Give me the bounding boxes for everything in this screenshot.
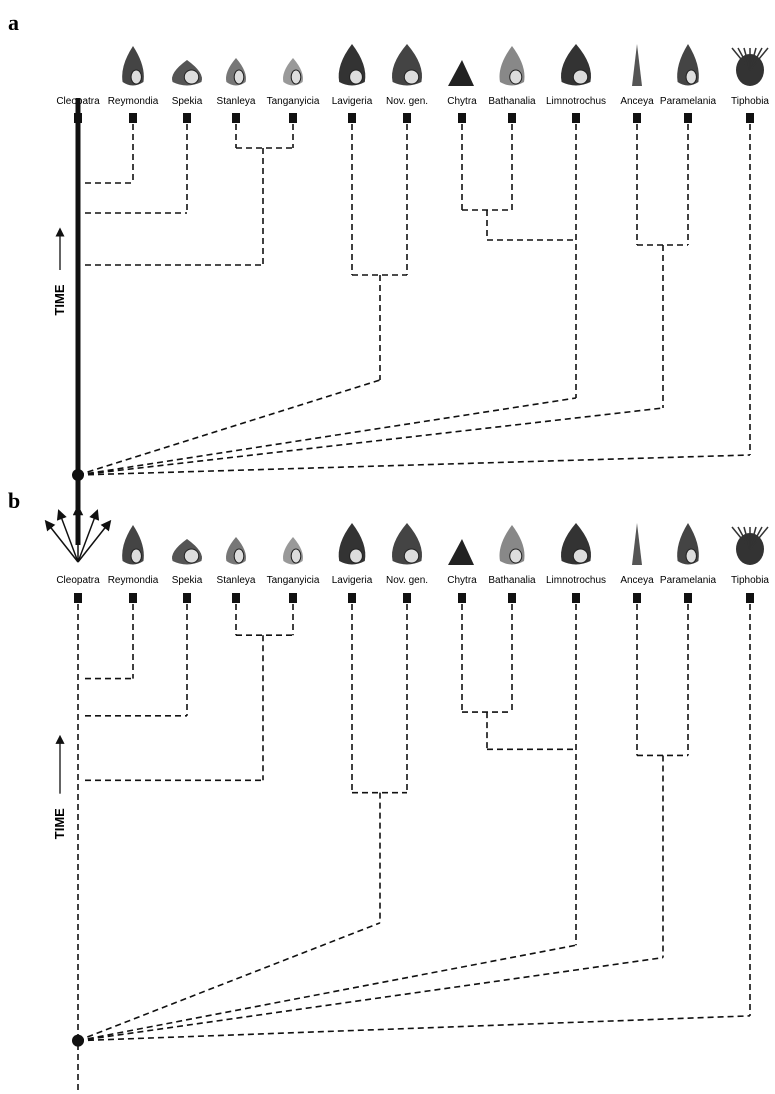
taxon-marker xyxy=(289,113,297,123)
taxon-name: Stanleya xyxy=(217,575,256,586)
shell-aperture xyxy=(350,549,363,563)
taxon-name: Bathanalia xyxy=(488,96,536,107)
taxon-marker xyxy=(403,593,411,603)
time-label: TIME xyxy=(52,808,67,839)
branch xyxy=(78,380,380,475)
taxon-name: Reymondia xyxy=(108,96,159,107)
taxon-marker xyxy=(684,593,692,603)
taxon-name: Anceya xyxy=(620,575,654,586)
taxon-marker xyxy=(232,593,240,603)
taxon-marker xyxy=(633,113,641,123)
shell-aperture xyxy=(184,549,198,563)
shell-aperture xyxy=(291,70,301,84)
taxon-name: Bathanalia xyxy=(488,575,536,586)
branch xyxy=(78,923,380,1041)
taxon-marker xyxy=(508,113,516,123)
taxon-name: Chytra xyxy=(447,575,477,586)
diversification-arrow xyxy=(78,514,96,562)
taxon-marker xyxy=(633,593,641,603)
panel-label: b xyxy=(8,488,20,513)
taxon-marker xyxy=(746,593,754,603)
shell-aperture xyxy=(234,70,244,84)
taxon-marker xyxy=(746,113,754,123)
branch xyxy=(78,1016,750,1041)
shell xyxy=(448,60,474,86)
shell-aperture xyxy=(510,549,522,563)
taxon-name: Tanganyicia xyxy=(267,575,320,586)
taxon-marker xyxy=(348,593,356,603)
branch xyxy=(78,455,750,475)
shell-aperture xyxy=(404,549,418,563)
taxon-name: Tanganyicia xyxy=(267,96,320,107)
taxon-name: Tiphobia xyxy=(731,96,769,107)
shell-aperture xyxy=(686,70,696,84)
taxon-marker xyxy=(289,593,297,603)
shell-aperture xyxy=(404,70,418,84)
shell-aperture xyxy=(234,549,244,563)
shell xyxy=(632,44,642,86)
taxon-name: Limnotrochus xyxy=(546,575,606,586)
taxon-name: Nov. gen. xyxy=(386,96,428,107)
panel-label: a xyxy=(8,10,19,35)
root-node xyxy=(72,469,84,481)
taxon-marker xyxy=(572,113,580,123)
diversification-arrow xyxy=(78,524,108,562)
taxon-marker xyxy=(458,113,466,123)
taxon-marker xyxy=(232,113,240,123)
taxon-name: Nov. gen. xyxy=(386,575,428,586)
taxon-name: Stanleya xyxy=(217,96,256,107)
taxon-marker xyxy=(572,593,580,603)
shell-aperture xyxy=(573,549,587,563)
taxon-marker xyxy=(129,113,137,123)
taxon-marker xyxy=(684,113,692,123)
taxon-name: Limnotrochus xyxy=(546,96,606,107)
shell-aperture xyxy=(291,549,301,563)
time-label: TIME xyxy=(52,284,67,315)
shell-aperture xyxy=(686,549,696,563)
taxon-name: Chytra xyxy=(447,96,477,107)
diversification-arrow xyxy=(48,524,78,562)
taxon-name: Spekia xyxy=(172,96,203,107)
taxon-name: Paramelania xyxy=(660,96,717,107)
taxon-name: Tiphobia xyxy=(731,575,769,586)
taxon-marker xyxy=(458,593,466,603)
shell xyxy=(632,523,642,565)
taxon-name: Lavigeria xyxy=(332,575,373,586)
taxon-marker xyxy=(508,593,516,603)
taxon-name: Spekia xyxy=(172,575,203,586)
shell-aperture xyxy=(131,70,141,84)
taxon-name: Cleopatra xyxy=(56,575,100,586)
taxon-name: Paramelania xyxy=(660,575,717,586)
branch xyxy=(78,398,576,475)
branch xyxy=(78,945,576,1040)
taxon-name: Lavigeria xyxy=(332,96,373,107)
shell-aperture xyxy=(184,70,198,84)
taxon-marker xyxy=(183,113,191,123)
shell-aperture xyxy=(573,70,587,84)
shell-aperture xyxy=(131,549,141,563)
taxon-marker xyxy=(129,593,137,603)
figure: a Cleopatra Reymondia Spekia Stanleya Tangany… xyxy=(0,0,775,1094)
branch xyxy=(78,958,663,1041)
shell-aperture xyxy=(510,70,522,84)
taxon-marker xyxy=(348,113,356,123)
taxon-marker xyxy=(74,593,82,603)
branch xyxy=(78,408,663,475)
shell xyxy=(448,539,474,565)
taxon-name: Reymondia xyxy=(108,575,159,586)
root-node xyxy=(72,1035,84,1047)
taxon-marker xyxy=(403,113,411,123)
shell-aperture xyxy=(350,70,363,84)
taxon-marker xyxy=(183,593,191,603)
taxon-name: Anceya xyxy=(620,96,654,107)
diversification-arrow xyxy=(60,514,78,562)
